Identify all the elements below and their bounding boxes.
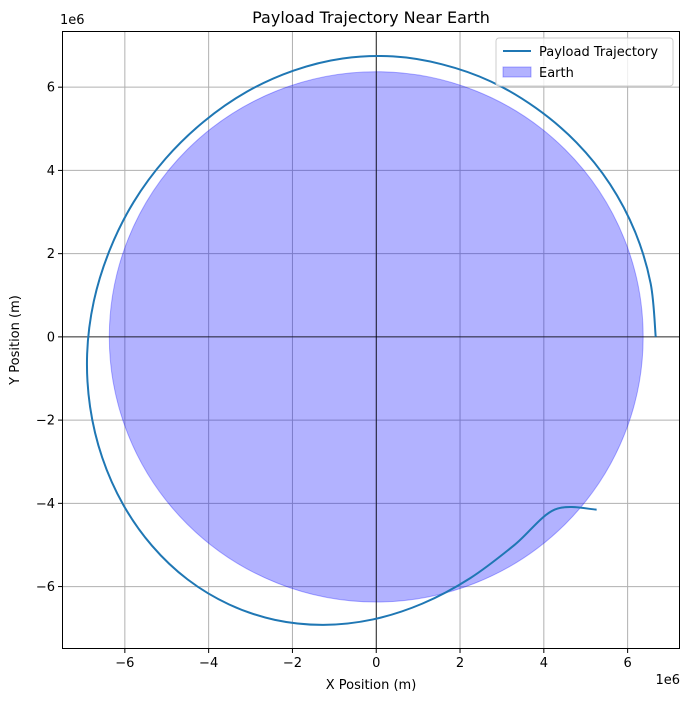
y-tick-label: −4	[36, 497, 55, 512]
x-axis-offset-label: 1e6	[655, 673, 680, 688]
x-tick-label: 6	[623, 656, 631, 671]
y-tick-label: −6	[36, 580, 55, 595]
y-tick-label: 0	[47, 330, 55, 345]
x-tick-label: 4	[540, 656, 548, 671]
x-tick-label: −4	[199, 656, 218, 671]
x-tick-label: 2	[456, 656, 464, 671]
plot-frame	[62, 31, 680, 649]
x-axis-title: X Position (m)	[326, 678, 417, 693]
plot-area	[62, 31, 680, 649]
legend-trajectory-label: Payload Trajectory	[539, 45, 658, 60]
y-axis-offset-label: 1e6	[60, 13, 85, 28]
legend-earth-label: Earth	[539, 66, 574, 81]
y-tick-label: −2	[36, 414, 55, 429]
x-tick-label: 0	[372, 656, 380, 671]
y-axis-title: Y Position (m)	[8, 295, 23, 386]
y-tick-label: 6	[47, 81, 55, 96]
plot-contents	[62, 31, 680, 649]
legend-box	[495, 37, 674, 87]
legend: Payload Trajectory Earth	[495, 37, 674, 87]
chart-title: Payload Trajectory Near Earth	[252, 8, 490, 27]
x-tick-label: −2	[283, 656, 302, 671]
payload-trajectory-line	[85, 54, 657, 626]
y-tick-label: 2	[47, 247, 55, 262]
axis-ticks: −6 −4 −2 0 2 4 6 −6 −4 −2 0 2 4 6	[36, 81, 632, 671]
legend-earth-swatch	[502, 66, 532, 78]
x-tick-label: −6	[115, 656, 134, 671]
y-tick-label: 4	[47, 164, 55, 179]
